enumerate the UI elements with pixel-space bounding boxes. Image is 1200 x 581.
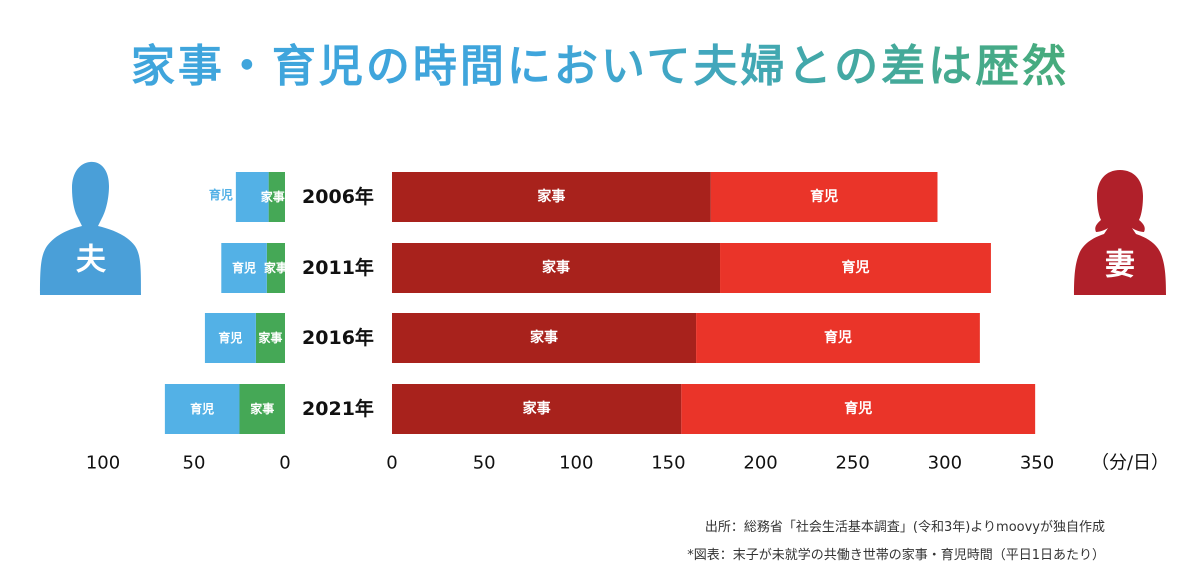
husband-housework-label: 家事: [261, 189, 285, 204]
husband-housework-label: 家事: [250, 401, 274, 416]
man-silhouette-shape: [40, 161, 141, 295]
year-label: 2011年: [302, 256, 374, 279]
footnote: *図表：末子が未就学の共働き世帯の家事・育児時間（平日1日あたり）: [687, 548, 1105, 563]
wife-childcare-bar: [681, 384, 1036, 434]
husband-axis-tick: 100: [86, 453, 120, 474]
unit-label: （分/日）: [1091, 453, 1169, 474]
husband-childcare-bar: [235, 172, 269, 222]
husband-icon-label: 夫: [76, 243, 107, 278]
husband-housework-bar: [266, 243, 285, 293]
chart-title: 家事・育児の時間において夫婦との差は歴然: [0, 30, 1200, 94]
husband-axis-tick: 50: [183, 453, 206, 474]
husband-childcare-bar: [204, 313, 256, 363]
wife-housework-bar: [392, 384, 682, 434]
year-label: 2016年: [302, 326, 374, 349]
wife-axis-tick: 50: [473, 453, 496, 474]
wife-axis-tick: 300: [928, 453, 962, 474]
wife-housework-label: 家事: [542, 259, 570, 276]
husband-housework-bar: [268, 172, 285, 222]
wife-childcare-bar: [710, 172, 938, 222]
husband-childcare-label: 育児: [190, 401, 214, 416]
husband-childcare-bar: [221, 243, 267, 293]
husband-housework-label: 家事: [258, 330, 282, 345]
husband-childcare-label: 育児: [209, 187, 233, 202]
wife-childcare-bar: [720, 243, 991, 293]
wife-housework-bar: [392, 313, 697, 363]
year-label: 2006年: [302, 185, 374, 208]
wife-childcare-label: 育児: [841, 259, 869, 276]
man-silhouette-icon: [40, 161, 141, 295]
husband-childcare-label: 育児: [232, 260, 256, 275]
husband-housework-bar: [255, 313, 285, 363]
wife-axis-tick: 100: [559, 453, 593, 474]
wife-axis-tick: 350: [1020, 453, 1054, 474]
husband-childcare-bar: [164, 384, 240, 434]
husband-axis-tick: 0: [279, 453, 290, 474]
wife-icon-label: 妻: [1105, 248, 1135, 283]
source-note: 出所：総務省「社会生活基本調査」(令和3年)よりmoovyが独自作成: [704, 520, 1105, 535]
wife-childcare-label: 育児: [844, 400, 872, 417]
husband-housework-bar: [239, 384, 285, 434]
wife-axis-tick: 0: [386, 453, 397, 474]
woman-silhouette-shape: [1074, 170, 1166, 295]
wife-housework-label: 家事: [537, 188, 565, 205]
wife-childcare-bar: [696, 313, 980, 363]
wife-housework-bar: [392, 243, 721, 293]
wife-axis-tick: 150: [651, 453, 685, 474]
wife-childcare-label: 育児: [824, 329, 852, 346]
wife-housework-label: 家事: [523, 400, 551, 417]
wife-axis-tick: 250: [836, 453, 870, 474]
wife-childcare-label: 育児: [810, 188, 838, 205]
husband-childcare-label: 育児: [218, 330, 242, 345]
wife-housework-label: 家事: [530, 329, 558, 346]
wife-axis-tick: 200: [743, 453, 777, 474]
husband-housework-label: 家事: [264, 260, 288, 275]
woman-silhouette-icon: [1074, 170, 1166, 295]
year-label: 2021年: [302, 397, 374, 420]
wife-housework-bar: [392, 172, 711, 222]
